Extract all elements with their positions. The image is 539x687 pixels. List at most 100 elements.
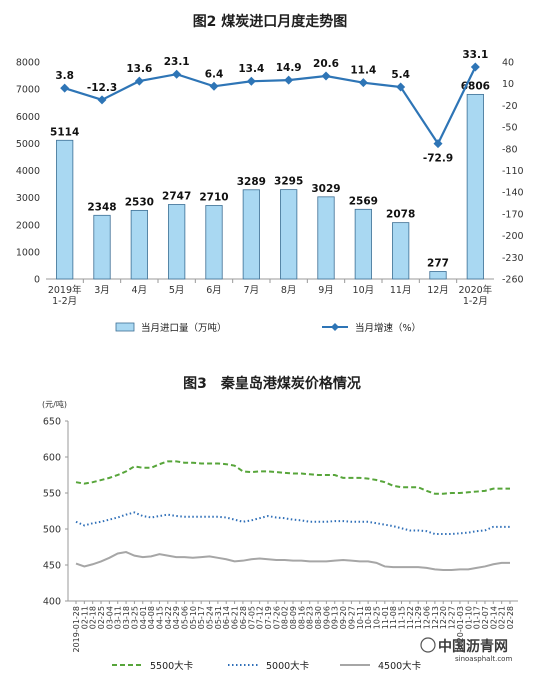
growth-value-label: 20.6 <box>313 58 339 70</box>
x-tick-label: 06-21 <box>231 606 240 629</box>
growth-point <box>470 62 480 72</box>
x-tick-label: 10-25 <box>372 606 381 629</box>
bar-value-label: 3029 <box>311 183 340 195</box>
legend-label-line: 当月增速（%） <box>355 322 421 334</box>
x-tick-label: 03-11 <box>114 606 123 629</box>
bar-value-label: 2530 <box>125 196 154 208</box>
chart-title: 图2 煤炭进口月度走势图 <box>193 13 348 30</box>
legend: 5500大卡 5000大卡 4500大卡 <box>112 660 422 672</box>
growth-point <box>97 95 107 105</box>
x-tick-label: 11-22 <box>406 606 415 629</box>
growth-point <box>60 83 70 93</box>
growth-value-label: 5.4 <box>391 69 410 81</box>
bar <box>429 271 447 280</box>
x-tick-label: 04-01 <box>139 606 148 629</box>
y-left-tick-label: 0 <box>34 275 40 286</box>
bar <box>205 205 223 280</box>
y-tick-label: 500 <box>43 525 61 536</box>
x-tick-label: 01-17 <box>473 606 482 629</box>
x-tick-label: 03-04 <box>105 606 114 629</box>
y-left-tick-label: 8000 <box>16 58 40 69</box>
bar <box>392 222 410 280</box>
x-tick-label: 9月 <box>318 285 334 296</box>
growth-point <box>358 78 368 88</box>
x-tick-label: 09-06 <box>322 606 331 629</box>
bar-value-label: 5114 <box>50 126 79 138</box>
growth-point <box>396 82 406 92</box>
x-tick-label: 2019年 <box>48 284 82 296</box>
x-tick-label: 11-01 <box>381 606 390 629</box>
bar <box>466 93 484 280</box>
x-tick-label: 10-11 <box>356 606 365 629</box>
y-right-tick-label: -170 <box>502 209 524 220</box>
x-tick-label: 05-10 <box>189 606 198 629</box>
x-tick-label: 04-08 <box>147 606 156 629</box>
y-left-tick-label: 3000 <box>16 193 40 204</box>
line-series-growth-rate: 3.8 -12.3 13.6 23.1 6.4 13.4 14.9 20.6 11.4 5.4 -7… <box>55 49 488 165</box>
legend-label-5000: 5000大卡 <box>266 660 310 672</box>
price-line-4500大卡 <box>75 551 510 572</box>
qinhuangdao-coal-price-chart: 图3 秦皇岛港煤炭价格情况 (元/吨) 400 450 500 550 600 650 20… <box>42 375 518 672</box>
growth-value-label: 14.9 <box>276 62 302 74</box>
y-right-tick-label: 40 <box>502 58 514 69</box>
y-left-tick-label: 1000 <box>16 247 40 258</box>
x-tick-label: 03-25 <box>130 606 139 629</box>
x-tick-label: 02-11 <box>80 606 89 629</box>
x-tick-label: 2020年 <box>458 284 492 296</box>
watermark-url: sinoasphalt.com <box>455 655 512 663</box>
price-line-series <box>75 460 510 572</box>
growth-value-label: 33.1 <box>462 49 488 61</box>
bar-value-label: 3295 <box>274 176 303 188</box>
x-tick-label: 02-07 <box>481 606 490 629</box>
bar-value-label: 277 <box>427 257 449 269</box>
x-tick-label: 3月 <box>94 285 110 296</box>
x-tick-label: 08-09 <box>289 606 298 629</box>
growth-value-label: -72.9 <box>423 153 453 165</box>
x-tick-label: 11-29 <box>414 606 423 629</box>
growth-point <box>172 69 182 79</box>
legend-marker-diamond <box>331 323 339 331</box>
x-tick-label: 07-05 <box>247 606 256 629</box>
y-right-tick-label: -50 <box>502 123 518 134</box>
legend-label-5500: 5500大卡 <box>150 660 194 672</box>
x-tick-label: 11-15 <box>398 606 407 629</box>
x-tick-label: 09-13 <box>331 606 340 629</box>
x-tick-label: 08-16 <box>297 606 306 629</box>
bar <box>93 214 111 280</box>
x-tick-label: 10-18 <box>364 606 373 629</box>
y-tick-label: 400 <box>43 597 61 608</box>
x-tick-label: 02-28 <box>506 606 515 629</box>
x-tick-label: 04-29 <box>172 606 181 629</box>
bar <box>280 189 298 280</box>
y-right-tick-label: 10 <box>502 79 514 90</box>
x-tick-label: 11月 <box>390 285 412 296</box>
growth-value-label: 11.4 <box>350 65 376 77</box>
growth-value-label: 3.8 <box>55 70 74 82</box>
x-tick-label: 07-12 <box>256 606 265 629</box>
growth-point <box>134 76 144 86</box>
x-tick-label: 1-2月 <box>463 296 488 307</box>
x-tick-label: 03-18 <box>122 606 131 629</box>
growth-point <box>284 75 294 85</box>
y-left-tick-label: 2000 <box>16 220 40 231</box>
x-tick-label: 05-24 <box>206 606 215 629</box>
x-tick-label: 2019-01-28 <box>72 606 81 653</box>
bar <box>130 209 148 280</box>
x-tick-label: 02-18 <box>89 606 98 629</box>
x-tick-label: 02-25 <box>97 606 106 629</box>
y-left-tick-label: 6000 <box>16 112 40 123</box>
growth-value-label: 13.4 <box>238 63 264 75</box>
x-tick-label: 08-30 <box>314 606 323 629</box>
bar <box>168 204 186 280</box>
x-tick-label: 5月 <box>169 285 185 296</box>
price-line-5000大卡 <box>75 511 510 536</box>
x-tick-label: 01-10 <box>464 606 473 629</box>
y-right-tick-label: -200 <box>502 231 524 242</box>
y-tick-label: 650 <box>43 417 61 428</box>
x-tick-label: 07-26 <box>272 606 281 629</box>
x-tick-label: 2020-01-03 <box>456 606 465 653</box>
price-line-5500大卡 <box>75 460 510 495</box>
bar <box>317 196 335 280</box>
bar-value-label: 2348 <box>87 201 116 213</box>
